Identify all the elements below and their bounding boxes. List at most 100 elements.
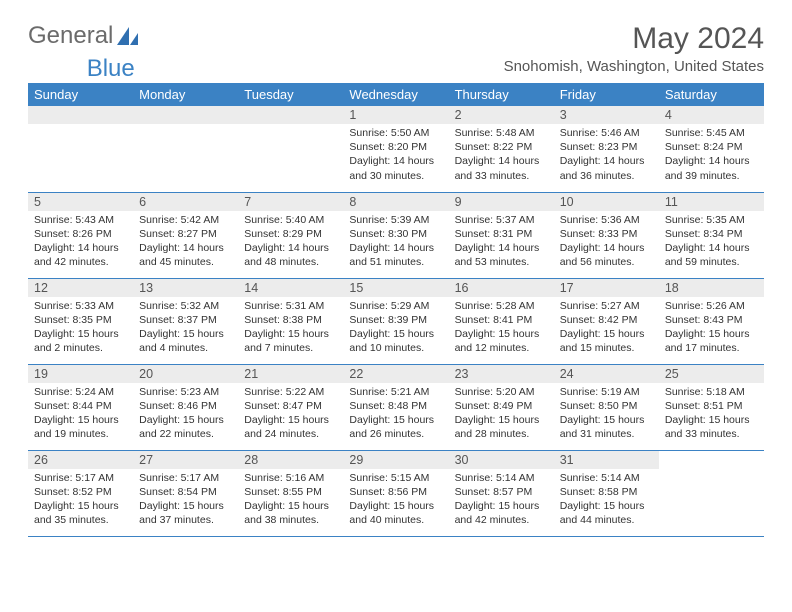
day-cell: 8Sunrise: 5:39 AMSunset: 8:30 PMDaylight… <box>343 192 448 278</box>
calendar-body: 1Sunrise: 5:50 AMSunset: 8:20 PMDaylight… <box>28 106 764 536</box>
day-number: 12 <box>28 279 133 297</box>
day-number: 3 <box>554 106 659 124</box>
day-cell: 11Sunrise: 5:35 AMSunset: 8:34 PMDayligh… <box>659 192 764 278</box>
page: General May 2024 GeneBlue Snohomish, Was… <box>0 0 792 547</box>
day-cell: 3Sunrise: 5:46 AMSunset: 8:23 PMDaylight… <box>554 106 659 192</box>
day-cell: 22Sunrise: 5:21 AMSunset: 8:48 PMDayligh… <box>343 364 448 450</box>
day-details: Sunrise: 5:46 AMSunset: 8:23 PMDaylight:… <box>554 124 659 187</box>
day-cell: 29Sunrise: 5:15 AMSunset: 8:56 PMDayligh… <box>343 450 448 536</box>
day-details: Sunrise: 5:14 AMSunset: 8:57 PMDaylight:… <box>449 469 554 532</box>
day-number: 17 <box>554 279 659 297</box>
day-cell: 23Sunrise: 5:20 AMSunset: 8:49 PMDayligh… <box>449 364 554 450</box>
day-cell: 10Sunrise: 5:36 AMSunset: 8:33 PMDayligh… <box>554 192 659 278</box>
day-cell: 6Sunrise: 5:42 AMSunset: 8:27 PMDaylight… <box>133 192 238 278</box>
day-number: 14 <box>238 279 343 297</box>
day-number: 20 <box>133 365 238 383</box>
day-number: 18 <box>659 279 764 297</box>
day-number: 7 <box>238 193 343 211</box>
day-number: 13 <box>133 279 238 297</box>
day-cell: 30Sunrise: 5:14 AMSunset: 8:57 PMDayligh… <box>449 450 554 536</box>
day-cell: 28Sunrise: 5:16 AMSunset: 8:55 PMDayligh… <box>238 450 343 536</box>
day-details: Sunrise: 5:50 AMSunset: 8:20 PMDaylight:… <box>343 124 448 187</box>
day-details: Sunrise: 5:33 AMSunset: 8:35 PMDaylight:… <box>28 297 133 360</box>
day-number: 16 <box>449 279 554 297</box>
day-number: 26 <box>28 451 133 469</box>
day-cell: 25Sunrise: 5:18 AMSunset: 8:51 PMDayligh… <box>659 364 764 450</box>
day-number: 22 <box>343 365 448 383</box>
day-cell: 5Sunrise: 5:43 AMSunset: 8:26 PMDaylight… <box>28 192 133 278</box>
day-number: 2 <box>449 106 554 124</box>
day-details: Sunrise: 5:20 AMSunset: 8:49 PMDaylight:… <box>449 383 554 446</box>
day-details: Sunrise: 5:16 AMSunset: 8:55 PMDaylight:… <box>238 469 343 532</box>
day-cell: 16Sunrise: 5:28 AMSunset: 8:41 PMDayligh… <box>449 278 554 364</box>
day-cell: 26Sunrise: 5:17 AMSunset: 8:52 PMDayligh… <box>28 450 133 536</box>
day-number: 4 <box>659 106 764 124</box>
day-details: Sunrise: 5:37 AMSunset: 8:31 PMDaylight:… <box>449 211 554 274</box>
day-cell: 15Sunrise: 5:29 AMSunset: 8:39 PMDayligh… <box>343 278 448 364</box>
day-number: 15 <box>343 279 448 297</box>
day-number: 1 <box>343 106 448 124</box>
day-cell: 21Sunrise: 5:22 AMSunset: 8:47 PMDayligh… <box>238 364 343 450</box>
day-details: Sunrise: 5:32 AMSunset: 8:37 PMDaylight:… <box>133 297 238 360</box>
weekday-header-row: SundayMondayTuesdayWednesdayThursdayFrid… <box>28 83 764 106</box>
day-number: 19 <box>28 365 133 383</box>
day-details: Sunrise: 5:22 AMSunset: 8:47 PMDaylight:… <box>238 383 343 446</box>
location-subtitle: Snohomish, Washington, United States <box>504 58 764 75</box>
day-details: Sunrise: 5:24 AMSunset: 8:44 PMDaylight:… <box>28 383 133 446</box>
empty-cell <box>28 106 133 192</box>
sail-icon <box>115 25 141 47</box>
brand-line2: GeneBlue <box>28 55 135 83</box>
day-details: Sunrise: 5:23 AMSunset: 8:46 PMDaylight:… <box>133 383 238 446</box>
day-cell: 7Sunrise: 5:40 AMSunset: 8:29 PMDaylight… <box>238 192 343 278</box>
day-cell: 4Sunrise: 5:45 AMSunset: 8:24 PMDaylight… <box>659 106 764 192</box>
day-cell: 17Sunrise: 5:27 AMSunset: 8:42 PMDayligh… <box>554 278 659 364</box>
day-details: Sunrise: 5:14 AMSunset: 8:58 PMDaylight:… <box>554 469 659 532</box>
weekday-header: Tuesday <box>238 83 343 106</box>
day-details: Sunrise: 5:39 AMSunset: 8:30 PMDaylight:… <box>343 211 448 274</box>
weekday-header: Thursday <box>449 83 554 106</box>
day-details: Sunrise: 5:48 AMSunset: 8:22 PMDaylight:… <box>449 124 554 187</box>
day-details: Sunrise: 5:27 AMSunset: 8:42 PMDaylight:… <box>554 297 659 360</box>
day-details: Sunrise: 5:15 AMSunset: 8:56 PMDaylight:… <box>343 469 448 532</box>
day-cell: 27Sunrise: 5:17 AMSunset: 8:54 PMDayligh… <box>133 450 238 536</box>
day-number: 8 <box>343 193 448 211</box>
day-number: 21 <box>238 365 343 383</box>
empty-cell <box>659 450 764 536</box>
brand-word-1: General <box>28 22 113 50</box>
day-number: 9 <box>449 193 554 211</box>
day-details: Sunrise: 5:36 AMSunset: 8:33 PMDaylight:… <box>554 211 659 274</box>
empty-daynum <box>28 106 133 124</box>
day-number: 11 <box>659 193 764 211</box>
day-cell: 2Sunrise: 5:48 AMSunset: 8:22 PMDaylight… <box>449 106 554 192</box>
day-details: Sunrise: 5:43 AMSunset: 8:26 PMDaylight:… <box>28 211 133 274</box>
day-details: Sunrise: 5:42 AMSunset: 8:27 PMDaylight:… <box>133 211 238 274</box>
day-details: Sunrise: 5:45 AMSunset: 8:24 PMDaylight:… <box>659 124 764 187</box>
day-number: 30 <box>449 451 554 469</box>
day-number: 5 <box>28 193 133 211</box>
day-number: 25 <box>659 365 764 383</box>
calendar-row: 5Sunrise: 5:43 AMSunset: 8:26 PMDaylight… <box>28 192 764 278</box>
day-number: 24 <box>554 365 659 383</box>
weekday-header: Saturday <box>659 83 764 106</box>
calendar-table: SundayMondayTuesdayWednesdayThursdayFrid… <box>28 83 764 537</box>
weekday-header: Friday <box>554 83 659 106</box>
day-cell: 1Sunrise: 5:50 AMSunset: 8:20 PMDaylight… <box>343 106 448 192</box>
weekday-header: Wednesday <box>343 83 448 106</box>
day-details: Sunrise: 5:17 AMSunset: 8:54 PMDaylight:… <box>133 469 238 532</box>
day-number: 6 <box>133 193 238 211</box>
brand-logo: General <box>28 22 141 50</box>
day-number: 29 <box>343 451 448 469</box>
brand-word-2: Blue <box>87 55 135 83</box>
day-cell: 20Sunrise: 5:23 AMSunset: 8:46 PMDayligh… <box>133 364 238 450</box>
day-details: Sunrise: 5:21 AMSunset: 8:48 PMDaylight:… <box>343 383 448 446</box>
day-cell: 12Sunrise: 5:33 AMSunset: 8:35 PMDayligh… <box>28 278 133 364</box>
day-details: Sunrise: 5:35 AMSunset: 8:34 PMDaylight:… <box>659 211 764 274</box>
weekday-header: Sunday <box>28 83 133 106</box>
empty-cell <box>133 106 238 192</box>
day-cell: 24Sunrise: 5:19 AMSunset: 8:50 PMDayligh… <box>554 364 659 450</box>
day-details: Sunrise: 5:17 AMSunset: 8:52 PMDaylight:… <box>28 469 133 532</box>
empty-cell <box>238 106 343 192</box>
day-details: Sunrise: 5:29 AMSunset: 8:39 PMDaylight:… <box>343 297 448 360</box>
day-details: Sunrise: 5:26 AMSunset: 8:43 PMDaylight:… <box>659 297 764 360</box>
day-cell: 19Sunrise: 5:24 AMSunset: 8:44 PMDayligh… <box>28 364 133 450</box>
